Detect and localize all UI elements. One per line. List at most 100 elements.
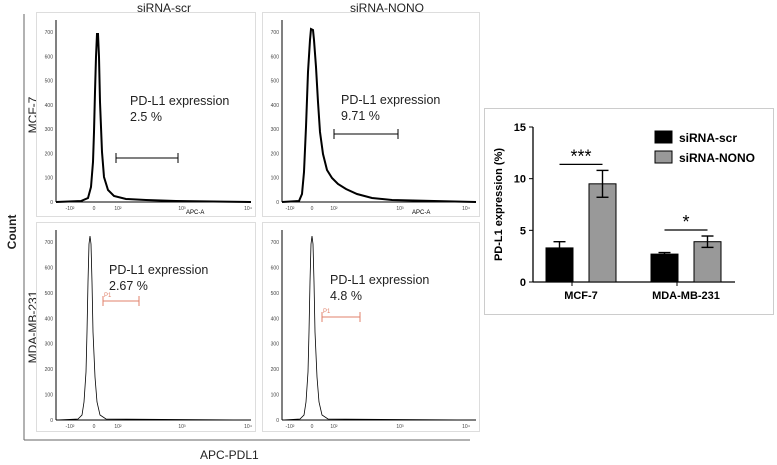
flow-panel-mda-scr: 0 100 200 300 400 500 600 700 -10² 0 10² 10³ 10⁴ P1…: [36, 222, 256, 432]
column-title-sirna-scr: siRNA-scr: [137, 1, 191, 15]
legend-swatch: [654, 150, 673, 164]
y-tick-label: 100: [45, 176, 54, 182]
y-tick-label: 500: [45, 79, 54, 85]
y-tick-labels: 0 100 200 300 400 500 600 700: [271, 30, 280, 206]
y-tick-label: 700: [271, 240, 280, 246]
x-tick-label: 10²: [114, 424, 122, 430]
x-tick-label: -10²: [66, 424, 75, 430]
x-tick-labels: -10² 0 10² 10³ 10⁴: [66, 424, 252, 430]
histogram-mcf7-nono: 0 100 200 300 400 500 600 700 -10² 0 10² 10³ 10⁴ AP…: [262, 12, 480, 217]
x-tick-label: MCF-7: [564, 290, 598, 302]
y-tick-label: 100: [271, 393, 280, 399]
significance-marker: ***: [570, 146, 591, 166]
y-tick-label: 200: [271, 367, 280, 373]
y-tick-label: 100: [271, 176, 280, 182]
expression-label: PD-L1 expression: [330, 273, 430, 287]
bar: [588, 183, 617, 283]
bar: [650, 253, 679, 283]
x-tick-label: 10²: [330, 424, 338, 430]
y-tick-label: 500: [271, 291, 280, 297]
legend-swatch: [654, 130, 673, 144]
x-tick-labels: -10² 0 10² 10³ 10⁴: [66, 206, 252, 212]
y-tick-label: 500: [271, 79, 280, 85]
x-tick-label: 0: [311, 424, 314, 430]
bar-chart: 0 5 10 15 PD-L1 expression (%) MCF-7 *** MDA-MB…: [493, 122, 755, 302]
flow-panel-mcf7-scr: 0 100 200 300 400 500 600 700 -10² 0 10² 10³ 10⁴ AP…: [36, 12, 256, 217]
x-tick-label: 10⁴: [462, 424, 470, 430]
x-axis-label-apc: APC-A: [412, 210, 430, 216]
x-tick-label: 0: [93, 206, 96, 212]
x-tick-labels: -10² 0 10² 10³ 10⁴: [286, 206, 470, 212]
y-tick-label: 400: [271, 103, 280, 109]
column-title-sirna-nono: siRNA-NONO: [350, 1, 424, 15]
x-axis-title-apc-pdl1: APC-PDL1: [200, 448, 259, 462]
y-tick-label: 300: [271, 342, 280, 348]
histogram-mda-nono: 0 100 200 300 400 500 600 700 -10² 0 10² 10³ 10⁴ P1: [262, 222, 480, 432]
expression-label: PD-L1 expression: [109, 263, 209, 277]
x-axis-label-apc: APC-A: [186, 210, 204, 216]
histogram-mda-scr: 0 100 200 300 400 500 600 700 -10² 0 10² 10³ 10⁴ P1: [36, 222, 256, 432]
y-tick-label: 10: [514, 174, 526, 186]
y-tick-label: 0: [276, 418, 279, 424]
y-tick-label: 300: [45, 127, 54, 133]
legend-label: siRNA-NONO: [679, 151, 755, 165]
y-tick-label: 0: [276, 200, 279, 206]
y-tick-label: 200: [45, 367, 54, 373]
y-tick-label: 200: [45, 151, 54, 157]
y-tick-label: 400: [45, 103, 54, 109]
y-tick-label: 400: [45, 316, 54, 322]
y-tick-label: 100: [45, 393, 54, 399]
significance-marker: *: [682, 212, 689, 232]
y-tick-label: 0: [50, 418, 53, 424]
x-tick-label: 10²: [114, 206, 122, 212]
gate-label: P1: [104, 293, 112, 299]
y-tick-labels: 0 100 200 300 400 500 600 700: [271, 240, 280, 424]
x-tick-label: -10²: [286, 424, 295, 430]
y-tick-label: 700: [271, 30, 280, 36]
y-tick-label: 600: [45, 265, 54, 271]
y-tick-labels: 0 100 200 300 400 500 600 700: [45, 240, 54, 424]
x-tick-label: 10⁴: [244, 424, 252, 430]
y-tick-label: 700: [45, 30, 54, 36]
bar: [693, 241, 722, 283]
expression-label: PD-L1 expression: [130, 94, 230, 108]
y-tick-label: 600: [271, 265, 280, 271]
figure-frame: [23, 14, 470, 441]
y-tick-label: 600: [45, 54, 54, 60]
y-tick-label: 300: [271, 127, 280, 133]
expression-value: 4.8 %: [330, 289, 362, 303]
x-tick-label: -10²: [286, 206, 295, 212]
flow-panel-mcf7-nono: 0 100 200 300 400 500 600 700 -10² 0 10² 10³ 10⁴ AP…: [262, 12, 480, 217]
histogram-mcf7-scr: 0 100 200 300 400 500 600 700 -10² 0 10² 10³ 10⁴ AP…: [36, 12, 256, 217]
y-tick-label: 600: [271, 54, 280, 60]
expression-label: PD-L1 expression: [341, 93, 441, 107]
y-tick-label: 5: [520, 225, 526, 237]
x-tick-label: MDA-MB-231: [652, 290, 720, 302]
x-tick-label: 10⁴: [462, 206, 470, 212]
x-tick-label: 10⁴: [244, 206, 252, 212]
gate-label: P1: [323, 309, 331, 315]
x-tick-label: 0: [93, 424, 96, 430]
y-tick-label: 500: [45, 291, 54, 297]
y-tick-label: 0: [520, 277, 526, 289]
x-tick-label: 0: [311, 206, 314, 212]
expression-value: 9.71 %: [341, 109, 380, 123]
legend-label: siRNA-scr: [679, 131, 737, 145]
y-tick-label: 15: [514, 122, 526, 134]
y-axis-title: PD-L1 expression (%): [493, 148, 505, 261]
y-tick-label: 700: [45, 240, 54, 246]
y-tick-label: 200: [271, 151, 280, 157]
x-tick-labels: -10² 0 10² 10³ 10⁴: [286, 424, 470, 430]
y-tick-label: 400: [271, 316, 280, 322]
x-tick-label: 10²: [330, 206, 338, 212]
x-tick-label: 10³: [396, 206, 404, 212]
y-tick-labels: 0 100 200 300 400 500 600 700: [45, 30, 54, 206]
expression-value: 2.5 %: [130, 110, 162, 124]
y-tick-label: 0: [50, 200, 53, 206]
x-tick-label: 10³: [178, 206, 186, 212]
flow-panel-mda-nono: 0 100 200 300 400 500 600 700 -10² 0 10² 10³ 10⁴ P1…: [262, 222, 480, 432]
y-tick-label: 300: [45, 342, 54, 348]
x-tick-label: 10³: [396, 424, 404, 430]
x-tick-label: 10³: [178, 424, 186, 430]
x-tick-label: -10²: [66, 206, 75, 212]
